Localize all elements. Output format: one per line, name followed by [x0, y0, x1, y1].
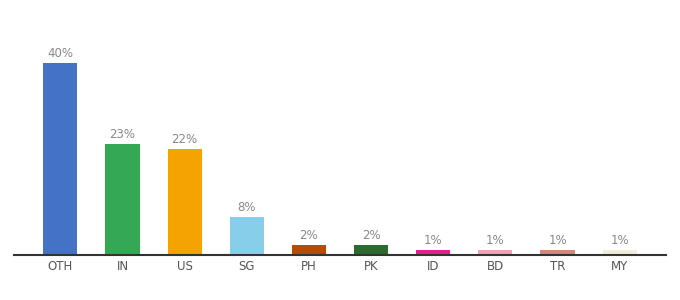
Bar	[478, 250, 513, 255]
Text: 40%: 40%	[48, 46, 73, 60]
Text: 23%: 23%	[109, 128, 135, 141]
Bar	[541, 250, 575, 255]
Bar	[602, 250, 636, 255]
Text: 1%: 1%	[424, 234, 443, 247]
Bar	[167, 149, 202, 255]
Text: 1%: 1%	[548, 234, 567, 247]
Text: 2%: 2%	[362, 230, 380, 242]
Text: 1%: 1%	[611, 234, 629, 247]
Text: 2%: 2%	[300, 230, 318, 242]
Bar	[354, 245, 388, 255]
Bar	[44, 62, 78, 255]
Bar	[416, 250, 450, 255]
Bar	[292, 245, 326, 255]
Bar	[230, 217, 264, 255]
Text: 8%: 8%	[237, 201, 256, 214]
Bar	[105, 144, 139, 255]
Text: 1%: 1%	[486, 234, 505, 247]
Text: 22%: 22%	[171, 133, 198, 146]
